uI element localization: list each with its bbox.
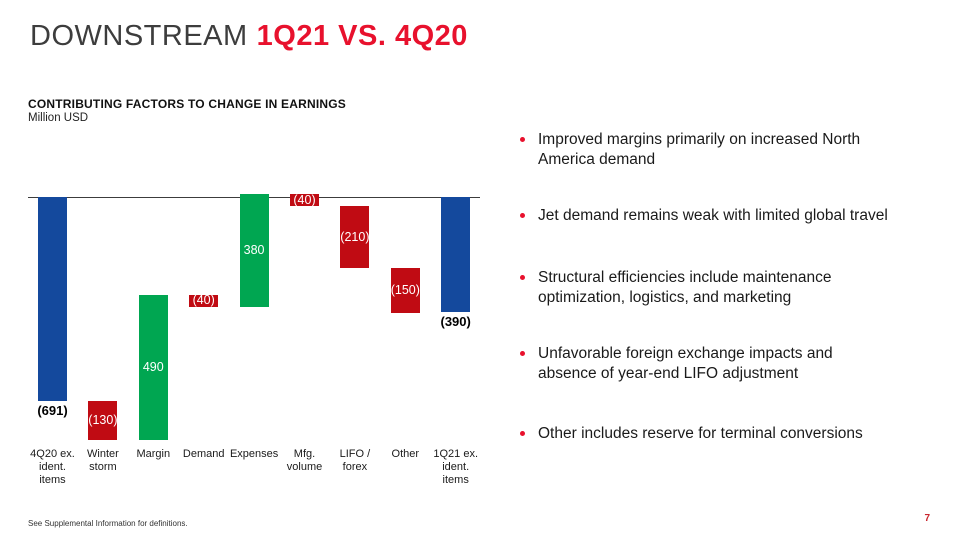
waterfall-bar-1 <box>38 197 67 402</box>
bullet-dot-icon <box>520 275 525 280</box>
bullet-dot-icon <box>520 137 525 142</box>
waterfall-bar-8: (150) <box>390 268 420 313</box>
waterfall-bar-5: 380 <box>239 194 269 307</box>
bar-value-label: (210) <box>340 229 370 244</box>
bullet-list: Improved margins primarily on increased … <box>517 122 947 462</box>
bullet-item-2: Jet demand remains weak with limited glo… <box>517 206 888 226</box>
bar-value-label: 490 <box>142 359 164 374</box>
category-label: Margin <box>136 448 171 460</box>
category-label: 4Q20 ex. ident. items <box>30 448 75 486</box>
bar-value-label: (150) <box>390 283 420 298</box>
bullet-item-5: Other includes reserve for terminal conv… <box>517 424 863 444</box>
bar-value-label: (40) <box>192 293 215 308</box>
bar-value-label: (691) <box>37 403 68 419</box>
waterfall-bar-7: (210) <box>340 206 370 269</box>
waterfall-bar-2: (130) <box>88 401 118 440</box>
bullet-text: Other includes reserve for terminal conv… <box>538 425 863 442</box>
title-prefix: DOWNSTREAM <box>30 20 248 52</box>
bar-value-label: 380 <box>243 243 265 258</box>
bullet-item-1: Improved margins primarily on increased … <box>517 130 860 170</box>
category-label: Other <box>391 448 420 460</box>
waterfall-bar-9 <box>441 197 471 313</box>
waterfall-bar-3: 490 <box>138 294 168 440</box>
chart-title: CONTRIBUTING FACTORS TO CHANGE IN EARNIN… <box>28 97 346 111</box>
bullet-item-3: Structural efficiencies include maintena… <box>517 268 832 308</box>
bullet-dot-icon <box>520 213 525 218</box>
bullet-text: Improved margins primarily on increased … <box>538 131 861 168</box>
page-title: DOWNSTREAM 1Q21 VS. 4Q20 <box>30 20 468 53</box>
bullet-dot-icon <box>520 431 525 436</box>
waterfall-bar-4: (40) <box>189 293 219 308</box>
bar-value-label: (40) <box>293 192 316 207</box>
title-highlight: 1Q21 VS. 4Q20 <box>256 20 468 52</box>
category-label: Demand <box>182 448 225 460</box>
category-label: Expenses <box>229 448 279 460</box>
chart-unit-label: Million USD <box>28 112 89 124</box>
waterfall-chart: (691) 4Q20 ex. ident. items (130) Winter st… <box>28 120 480 498</box>
bullet-text: Jet demand remains weak with limited glo… <box>538 207 888 224</box>
bullet-text: Structural efficiencies include maintena… <box>538 269 832 306</box>
category-label: Winter storm <box>87 448 119 473</box>
bullet-item-4: Unfavorable foreign exchange impacts and… <box>517 344 833 384</box>
category-label: LIFO / forex <box>339 448 371 473</box>
category-label: Mfg. volume <box>286 448 323 473</box>
footnote: See Supplemental Information for definit… <box>28 519 188 528</box>
waterfall-bar-6: (40) <box>290 192 319 207</box>
bullet-dot-icon <box>520 351 525 356</box>
bar-value-label: (130) <box>88 413 118 428</box>
category-label: 1Q21 ex. ident. items <box>433 448 478 486</box>
bullet-text: Unfavorable foreign exchange impacts and… <box>538 345 833 382</box>
bar-value-label: (390) <box>440 314 471 330</box>
page-number: 7 <box>924 513 930 524</box>
